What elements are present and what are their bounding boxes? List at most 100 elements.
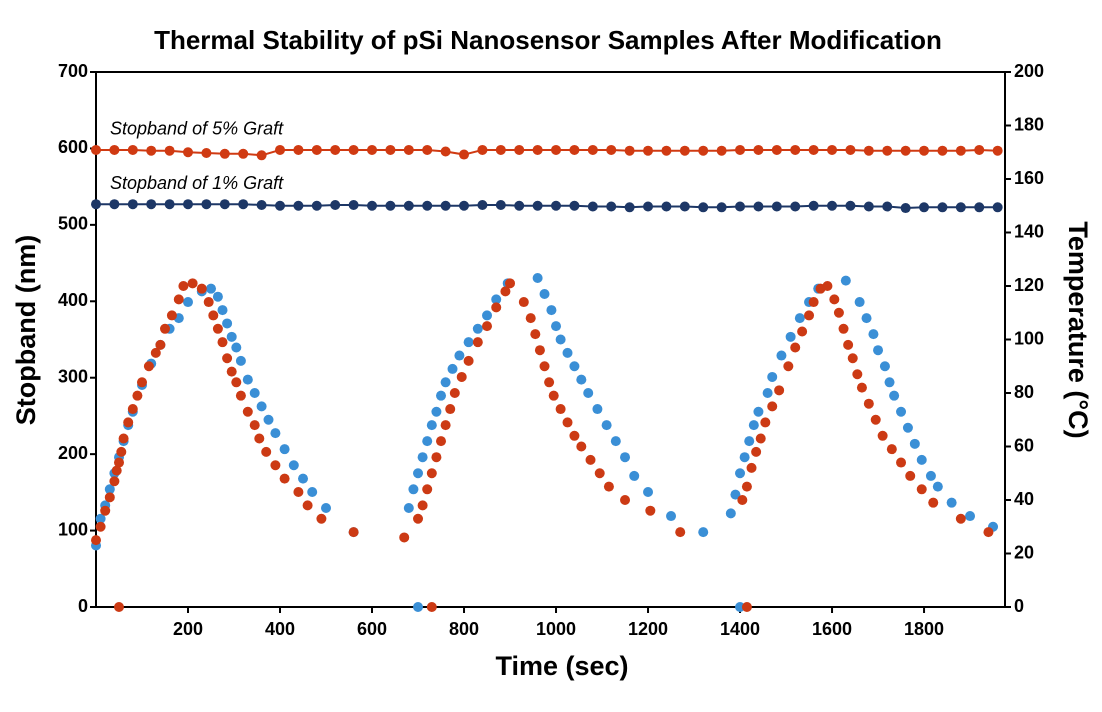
data-point xyxy=(532,144,543,155)
data-point xyxy=(739,452,750,463)
data-point xyxy=(928,497,939,508)
data-point xyxy=(603,481,614,492)
data-point xyxy=(111,465,122,476)
y-axis-label: Stopband (nm) xyxy=(11,235,41,425)
data-point xyxy=(238,148,249,159)
data-point xyxy=(748,420,759,431)
data-point xyxy=(587,201,598,212)
data-point xyxy=(797,326,808,337)
series-annotation: Stopband of 1% Graft xyxy=(110,173,284,193)
data-point xyxy=(539,289,550,300)
y2-tick-label: 200 xyxy=(1014,61,1044,81)
data-point xyxy=(514,144,525,155)
data-point xyxy=(100,505,111,516)
data-point xyxy=(675,527,686,538)
data-point xyxy=(698,202,709,213)
data-point xyxy=(482,310,493,321)
data-point xyxy=(569,361,580,372)
data-point xyxy=(562,347,573,358)
data-point xyxy=(173,294,184,305)
data-point xyxy=(767,401,778,412)
data-point xyxy=(886,444,897,455)
data-point xyxy=(845,200,856,211)
data-point xyxy=(794,313,805,324)
data-point xyxy=(477,199,488,210)
data-point xyxy=(620,495,631,505)
data-point xyxy=(645,505,656,516)
data-point xyxy=(212,291,223,302)
data-point xyxy=(235,390,246,401)
data-point xyxy=(783,361,794,372)
data-point xyxy=(288,460,299,471)
data-point xyxy=(436,436,447,447)
data-point xyxy=(992,202,1003,213)
data-point xyxy=(916,454,927,465)
y2-axis-label: Temperature (°C) xyxy=(1063,221,1093,438)
data-point xyxy=(256,199,267,210)
x-tick-label: 1000 xyxy=(536,619,576,639)
data-point xyxy=(330,144,341,155)
data-point xyxy=(417,452,428,463)
data-point xyxy=(725,508,736,519)
y-tick-label: 500 xyxy=(58,214,88,234)
data-point xyxy=(256,150,267,161)
data-point xyxy=(879,361,890,372)
data-point xyxy=(146,199,157,210)
data-point xyxy=(447,363,458,374)
data-point xyxy=(569,144,580,155)
data-point xyxy=(132,390,143,401)
data-point xyxy=(321,503,332,514)
data-point xyxy=(196,283,207,294)
data-point xyxy=(760,417,771,428)
data-point xyxy=(592,404,603,415)
data-point xyxy=(263,414,274,425)
data-point xyxy=(965,511,976,522)
data-point xyxy=(755,433,766,444)
data-point xyxy=(311,200,322,211)
data-point xyxy=(822,281,833,291)
data-point xyxy=(916,484,927,495)
data-point xyxy=(219,199,230,210)
data-point xyxy=(767,371,778,382)
x-axis-label: Time (sec) xyxy=(495,651,628,681)
data-point xyxy=(514,200,525,211)
data-point xyxy=(385,144,396,155)
data-point xyxy=(620,452,631,463)
data-point xyxy=(753,144,764,155)
x-tick-label: 1200 xyxy=(628,619,668,639)
data-point xyxy=(408,484,419,495)
data-point xyxy=(422,144,433,155)
data-point xyxy=(417,500,428,511)
series-annotation: Stopband of 5% Graft xyxy=(110,119,284,139)
data-point xyxy=(104,492,115,503)
data-point xyxy=(551,144,562,155)
data-point xyxy=(206,283,217,294)
data-point xyxy=(217,305,228,316)
data-point xyxy=(753,406,764,417)
data-point xyxy=(146,145,157,156)
y2-tick-label: 60 xyxy=(1014,435,1034,455)
data-point xyxy=(254,433,265,444)
data-point xyxy=(661,201,672,212)
data-point xyxy=(436,390,447,401)
data-point xyxy=(150,347,161,358)
data-point xyxy=(585,454,596,465)
data-point xyxy=(735,468,746,479)
data-point xyxy=(91,199,101,210)
data-point xyxy=(143,361,154,372)
data-point xyxy=(882,145,893,156)
data-point xyxy=(413,468,424,479)
data-point xyxy=(863,145,874,156)
data-point xyxy=(919,202,930,213)
data-point xyxy=(422,200,433,211)
data-point xyxy=(298,473,309,484)
chart-title: Thermal Stability of pSi Nanosensor Samp… xyxy=(154,25,942,55)
data-point xyxy=(440,146,451,157)
data-point xyxy=(91,535,101,546)
data-point xyxy=(426,420,437,431)
data-point xyxy=(606,144,617,155)
x-tick-label: 1400 xyxy=(720,619,760,639)
data-point xyxy=(114,602,125,612)
data-point xyxy=(222,353,233,364)
